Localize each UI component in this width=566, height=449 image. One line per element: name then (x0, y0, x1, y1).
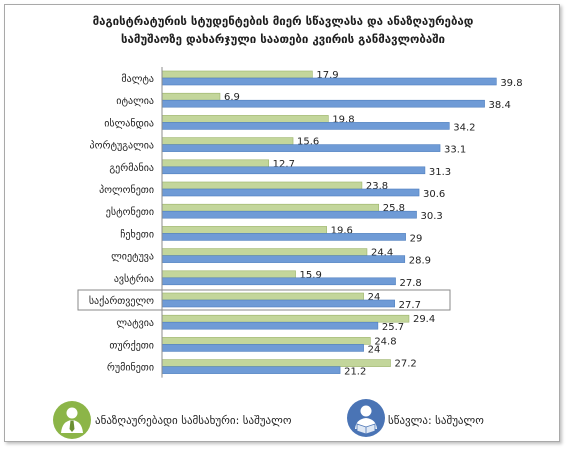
value-label-work: 12.7 (273, 159, 295, 170)
value-label-work: 23.8 (366, 181, 388, 192)
category-label: იტალია (116, 96, 154, 107)
category-label: თურქეთი (109, 339, 154, 351)
bar-work (161, 337, 371, 345)
bar-study (161, 366, 341, 374)
value-label-work: 15.9 (300, 270, 322, 281)
bar-work (161, 314, 410, 323)
person-tie-icon (53, 401, 91, 439)
student-reading-icon (347, 399, 385, 437)
value-label-study: 24 (368, 344, 381, 355)
category-label: ავსტრია (114, 273, 154, 285)
value-label-work: 24 (368, 292, 381, 303)
value-label-work: 19.8 (332, 114, 354, 125)
chart-title-line1: მაგისტრატურის სტუდენტების მიერ სწავლასა … (92, 14, 474, 28)
category-label: საქართველო (89, 295, 154, 307)
value-label-study: 31.3 (429, 167, 451, 178)
category-label: რუმინეთი (107, 362, 154, 374)
bar-work (161, 70, 313, 79)
bar-work (161, 292, 364, 301)
category-label: მალტა (121, 73, 154, 85)
bar-work (161, 248, 368, 256)
bar-study (161, 210, 417, 219)
bar-work (161, 159, 269, 168)
highlight-box (77, 289, 451, 311)
category-label: ჩეხეთი (120, 228, 154, 240)
bar-study (161, 122, 450, 130)
value-label-study: 39.8 (500, 78, 522, 89)
bar-study (161, 99, 485, 108)
legend-study-label: სწავლა: საშუალო (388, 414, 484, 427)
bar-study (161, 344, 364, 352)
category-label: პოლონეთი (99, 184, 154, 196)
chart-title-line2: სამუშაოზე დახარჯული საათები კვირის განმა… (120, 32, 446, 46)
legend-work-label: ანაზღაურებადი სამსახური: საშუალო (95, 414, 292, 427)
category-label: გერმანია (109, 162, 154, 174)
bar-work (161, 203, 380, 212)
bar-work (161, 92, 221, 101)
value-label-study: 38.4 (489, 100, 511, 111)
value-label-study: 27.8 (400, 278, 422, 289)
bar-work (161, 115, 329, 123)
value-label-work: 29.4 (413, 314, 435, 325)
bar-study (161, 144, 441, 152)
value-label-work: 19.6 (331, 225, 353, 236)
value-label-study: 33.1 (444, 145, 466, 156)
bar-study (161, 188, 420, 197)
bar-study (161, 299, 395, 308)
bar-study (161, 77, 497, 86)
bar-work (161, 270, 296, 279)
value-label-work: 17.9 (316, 70, 338, 81)
value-label-study: 27.7 (399, 300, 421, 311)
value-label-study: 21.2 (344, 367, 366, 378)
value-label-study: 34.2 (453, 122, 475, 133)
bar-study (161, 233, 406, 241)
bar-work (161, 359, 391, 367)
value-label-work: 24.4 (371, 248, 393, 259)
value-label-study: 28.9 (409, 256, 431, 267)
bar-work (161, 226, 327, 234)
bar-study (161, 166, 426, 175)
category-label: ესტონეთი (106, 206, 154, 218)
value-label-work: 25.8 (383, 203, 405, 214)
bar-study (161, 255, 406, 263)
category-label: პორტუგალია (90, 140, 154, 152)
value-label-study: 25.7 (382, 322, 404, 333)
bar-study (161, 321, 379, 330)
value-label-study: 29 (410, 233, 423, 244)
bar-study (161, 277, 396, 286)
value-label-work: 6.9 (224, 92, 240, 103)
bar-work (161, 181, 363, 190)
category-label: ლატვია (116, 318, 154, 329)
value-label-work: 27.2 (394, 359, 416, 370)
category-label: ლიეტუვა (111, 252, 154, 263)
value-label-work: 15.6 (297, 137, 319, 148)
value-label-study: 30.3 (421, 211, 443, 222)
category-label: ისლანდია (104, 117, 154, 129)
value-label-study: 30.6 (423, 189, 445, 200)
bar-work (161, 137, 294, 145)
value-label-work: 24.8 (374, 336, 396, 347)
